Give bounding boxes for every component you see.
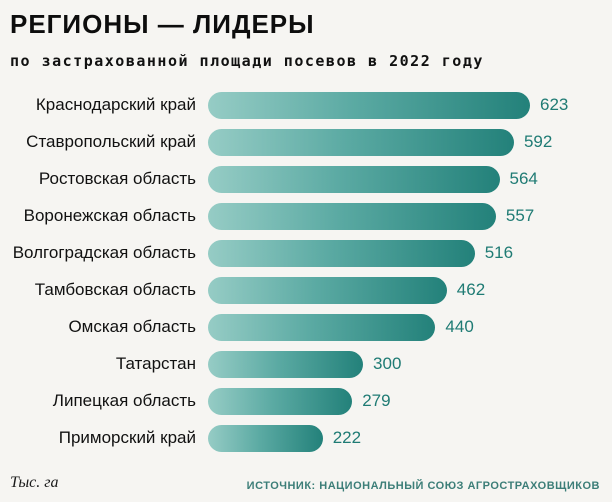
value-label: 592 (523, 132, 553, 152)
value-label: 279 (362, 391, 391, 411)
bar (208, 313, 436, 341)
category-label: Ростовская область (38, 169, 196, 189)
bar (208, 350, 364, 378)
unit-label: Тыс. га (10, 474, 59, 491)
bar-track: 516 (208, 239, 530, 267)
bar-row: Волгоградская область 516 (10, 239, 600, 267)
bar (208, 424, 323, 452)
bar-row: Ставропольский край 592 (10, 128, 600, 156)
bar-track: 623 (208, 91, 568, 119)
bar-row: Липецкая область 279 (10, 387, 600, 415)
bar (208, 165, 500, 193)
category-label: Липецкая область (52, 391, 196, 411)
source-label: ИСТОЧНИК: НАЦИОНАЛЬНЫЙ СОЮЗ АГРОСТРАХОВЩ… (246, 480, 600, 492)
bar-row: Омская область 440 (10, 313, 600, 341)
category-label: Краснодарский край (35, 95, 196, 115)
category-label: Ставропольский край (26, 132, 196, 152)
value-label: 516 (484, 243, 514, 263)
value-label: 300 (373, 354, 402, 374)
chart-footer: Тыс. га ИСТОЧНИК: НАЦИОНАЛЬНЫЙ СОЮЗ АГРО… (10, 474, 600, 492)
bar-track: 300 (208, 350, 530, 378)
bar-row: Тамбовская область 462 (10, 276, 600, 304)
bar-track: 564 (208, 165, 538, 193)
bar (208, 128, 514, 156)
bar-row: Ростовская область 564 (10, 165, 600, 193)
bar-track: 592 (208, 128, 552, 156)
bar-track: 279 (208, 387, 530, 415)
bar-track: 557 (208, 202, 534, 230)
bar (208, 202, 496, 230)
chart-title: РЕГИОНЫ — ЛИДЕРЫ (10, 9, 315, 39)
bar-row: Краснодарский край 623 (10, 91, 600, 119)
category-label: Воронежская область (23, 206, 196, 226)
bar-rows: Краснодарский край 623 Ставропольский край… (10, 91, 600, 452)
bar-track: 462 (208, 276, 530, 304)
bar (208, 387, 353, 415)
category-label: Татарстан (115, 354, 196, 374)
value-label: 462 (456, 280, 486, 300)
bar (208, 276, 447, 304)
bar-row: Воронежская область 557 (10, 202, 600, 230)
value-label: 623 (540, 95, 569, 115)
bar (208, 91, 530, 119)
category-label: Волгоградская область (12, 243, 196, 263)
value-label: 557 (505, 206, 535, 226)
chart-subtitle: по застрахованной площади посевов в 2022… (10, 51, 484, 70)
value-label: 440 (445, 317, 474, 337)
bar-row: Приморский край 222 (10, 424, 600, 452)
bar-track: 440 (208, 313, 530, 341)
category-label: Тамбовская область (34, 280, 196, 300)
value-label: 222 (332, 428, 362, 448)
bar-track: 222 (208, 424, 530, 452)
bar-row: Татарстан 300 (10, 350, 600, 378)
category-label: Приморский край (58, 428, 196, 448)
bar (208, 239, 475, 267)
value-label: 564 (509, 169, 538, 189)
category-label: Омская область (68, 317, 196, 337)
